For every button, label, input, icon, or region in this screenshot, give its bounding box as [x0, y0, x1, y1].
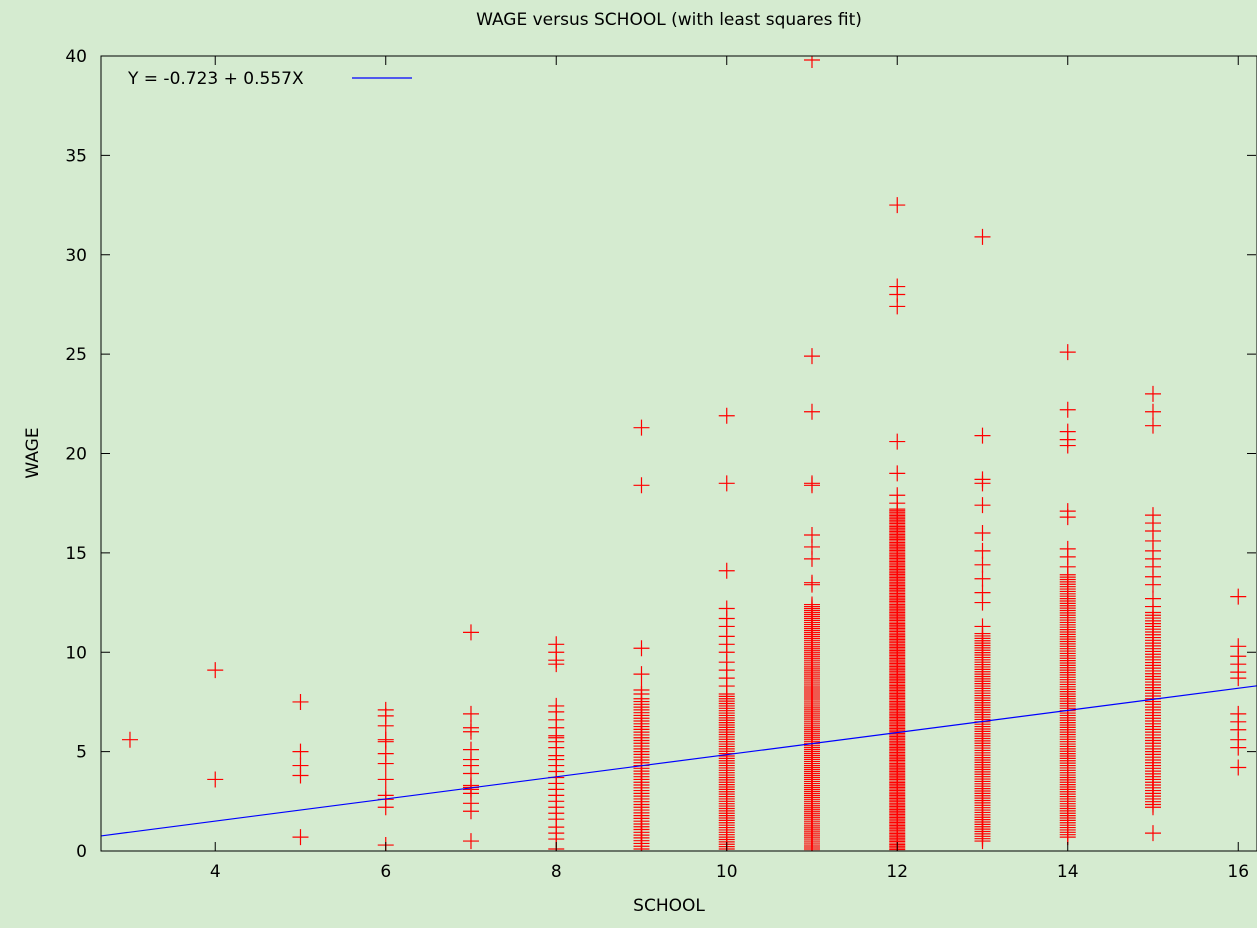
- y-tick-label: 15: [65, 544, 87, 564]
- data-point: [633, 690, 650, 707]
- y-tick-label: 35: [65, 146, 87, 166]
- data-point: [1059, 509, 1076, 526]
- data-point: [462, 723, 479, 740]
- data-point: [1059, 437, 1076, 454]
- data-point: [1230, 670, 1247, 687]
- data-point: [718, 562, 735, 579]
- data-point: [803, 576, 820, 593]
- data-point: [889, 433, 906, 450]
- y-tick-label: 25: [65, 345, 87, 365]
- plot-border: [100, 55, 1257, 852]
- data-point: [292, 693, 309, 710]
- data-point: [718, 407, 735, 424]
- legend-label-fit-line: Y = -0.723 + 0.557X: [127, 69, 304, 89]
- y-tick-label: 10: [65, 643, 87, 663]
- data-point: [377, 755, 394, 772]
- data-point: [803, 550, 820, 567]
- data-point: [803, 56, 820, 68]
- data-point: [1144, 417, 1161, 434]
- x-tick-label: 12: [886, 862, 908, 882]
- data-point: [633, 640, 650, 657]
- data-point: [207, 662, 224, 679]
- data-point: [803, 403, 820, 420]
- x-tick-label: 6: [380, 862, 391, 882]
- x-tick-label: 8: [551, 862, 562, 882]
- x-tick-label: 14: [1057, 862, 1079, 882]
- data-point: [1059, 344, 1076, 361]
- y-tick-label: 30: [65, 246, 87, 266]
- data-point: [1144, 604, 1161, 621]
- data-point: [633, 477, 650, 494]
- data-point: [1059, 566, 1076, 583]
- data-point: [377, 799, 394, 816]
- data-point: [803, 348, 820, 365]
- data-point: [974, 525, 991, 541]
- fit-line: [101, 685, 1257, 837]
- data-point: [462, 803, 479, 820]
- data-point: [1144, 385, 1161, 402]
- legend: Y = -0.723 + 0.557X: [127, 69, 412, 89]
- data-point: [633, 419, 650, 436]
- data-point: [292, 743, 309, 760]
- y-axis-label: WAGE: [23, 427, 43, 478]
- data-point: [1230, 588, 1247, 605]
- data-point: [889, 197, 906, 214]
- data-point: [974, 625, 991, 642]
- data-point: [718, 475, 735, 492]
- data-point: [1230, 759, 1247, 776]
- data-point: [974, 497, 991, 514]
- data-point: [974, 542, 991, 559]
- x-axis-label: SCHOOL: [633, 896, 705, 916]
- chart-title: WAGE versus SCHOOL (with least squares f…: [476, 10, 862, 30]
- y-tick-label: 20: [65, 445, 87, 465]
- data-point: [462, 705, 479, 722]
- x-tick-label: 16: [1227, 862, 1249, 882]
- data-point: [974, 228, 991, 245]
- data-point: [1144, 825, 1161, 842]
- data-point: [462, 624, 479, 641]
- axis-ticks: 4 6 8 10 12 14 16 0 5 10 15 20 25 30 35 40: [65, 47, 1256, 882]
- y-tick-label: 5: [76, 743, 87, 763]
- data-point: [292, 829, 309, 846]
- data-point: [974, 475, 991, 492]
- data-point: [377, 771, 394, 788]
- data-point: [462, 833, 479, 850]
- plot-marks: [101, 56, 1257, 851]
- data-point: [974, 570, 991, 587]
- data-point: [1230, 739, 1247, 756]
- data-point: [974, 427, 991, 444]
- data-point: [207, 771, 224, 788]
- data-point: [803, 598, 820, 615]
- data-point: [889, 298, 906, 315]
- data-point: [803, 477, 820, 494]
- y-tick-label: 0: [76, 842, 87, 862]
- x-tick-label: 4: [210, 862, 221, 882]
- plot-frame: [100, 55, 1257, 852]
- data-point: [718, 685, 735, 702]
- data-point: [889, 501, 906, 518]
- data-point: [292, 767, 309, 784]
- data-point: [121, 731, 138, 748]
- data-point: [633, 666, 650, 683]
- x-tick-label: 10: [716, 862, 738, 882]
- data-point: [1059, 401, 1076, 418]
- data-point: [889, 465, 906, 482]
- data-point: [548, 656, 565, 673]
- data-point: [974, 556, 991, 573]
- data-point: [1144, 403, 1161, 420]
- data-point: [1144, 576, 1161, 593]
- data-point: [377, 717, 394, 734]
- data-point: [974, 594, 991, 611]
- y-tick-label: 40: [65, 47, 87, 67]
